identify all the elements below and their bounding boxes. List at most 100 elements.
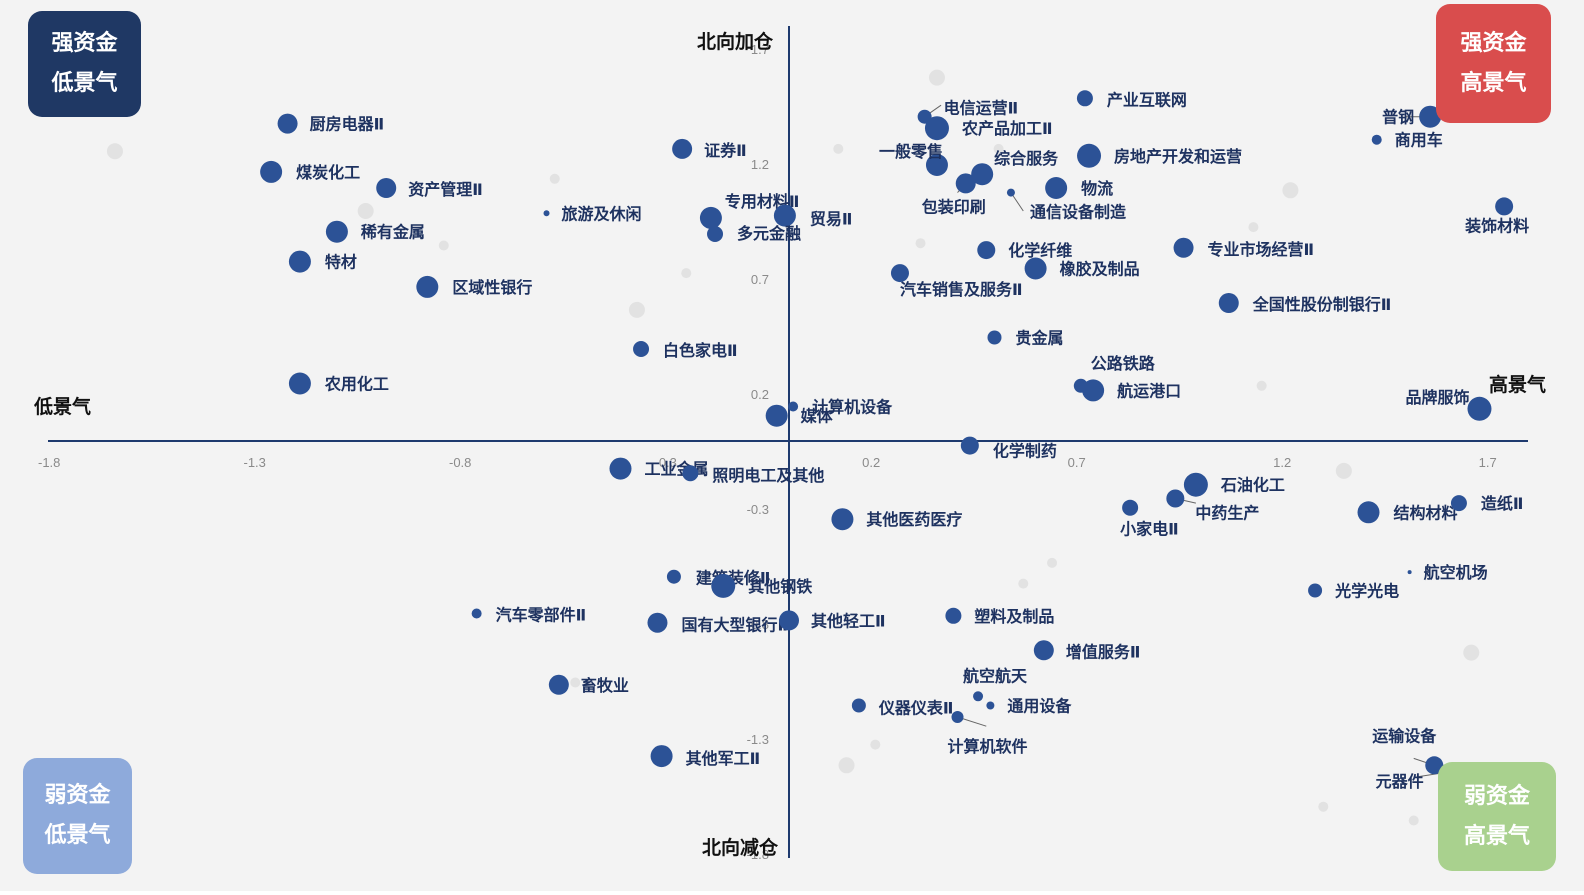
data-point <box>376 178 397 198</box>
quadrant-weak-high-line2: 高景气 <box>1463 823 1530 849</box>
data-label: 塑料及制品 <box>974 607 1054 626</box>
background-marker <box>915 238 926 249</box>
data-label: 综合服务 <box>994 149 1059 168</box>
background-marker <box>1047 557 1058 568</box>
background-marker <box>549 173 560 184</box>
background-marker <box>1248 222 1259 233</box>
data-point <box>1419 105 1442 128</box>
data-point <box>471 608 482 619</box>
data-point <box>672 138 693 159</box>
plot-background <box>4 0 1580 891</box>
y-tick-label: -1.8 <box>747 847 769 862</box>
data-point <box>1183 472 1208 497</box>
background-marker <box>1335 462 1352 479</box>
background-marker <box>106 143 123 160</box>
data-label: 计算机软件 <box>948 737 1028 756</box>
data-label: 畜牧业 <box>581 676 629 695</box>
data-label: 其他军工Ⅱ <box>686 749 761 768</box>
data-label: 包装印刷 <box>922 197 986 216</box>
data-point <box>955 173 976 194</box>
data-label: 贸易Ⅱ <box>810 210 853 229</box>
data-label: 专业市场经营Ⅱ <box>1208 240 1315 259</box>
background-marker <box>870 739 881 750</box>
data-label: 通用设备 <box>1007 697 1072 716</box>
data-label: 航空航天 <box>963 666 1028 685</box>
data-point <box>1308 583 1323 598</box>
data-label: 造纸Ⅱ <box>1481 494 1524 513</box>
data-label: 增值服务Ⅱ <box>1066 642 1141 661</box>
data-label: 中药生产 <box>1195 504 1259 523</box>
data-label: 证券Ⅱ <box>704 141 747 160</box>
data-point <box>1077 143 1102 168</box>
data-point <box>773 204 796 227</box>
data-point <box>548 674 569 695</box>
data-point <box>1122 499 1139 516</box>
data-point <box>682 465 699 482</box>
x-tick-label: 1.2 <box>1273 455 1291 470</box>
data-label: 电信运营Ⅱ <box>944 99 1019 118</box>
data-point <box>987 330 1002 345</box>
data-label: 区域性银行 <box>452 278 532 297</box>
background-marker <box>628 301 645 318</box>
data-point <box>277 113 298 134</box>
data-point <box>543 210 550 217</box>
data-point <box>960 436 979 455</box>
data-label: 汽车零部件Ⅱ <box>496 606 587 625</box>
quadrant-strong-high: 强资金 高景气 <box>1436 4 1551 123</box>
data-point <box>986 701 995 710</box>
quadrant-weak-low: 弱资金 低景气 <box>23 758 132 874</box>
data-point <box>1173 237 1194 258</box>
data-label: 旅游及休闲 <box>562 204 642 223</box>
data-point <box>977 241 996 260</box>
data-point <box>788 401 799 412</box>
data-label: 通信设备制造 <box>1030 203 1127 222</box>
data-label: 房地产开发和运营 <box>1114 147 1242 166</box>
x-tick-label: -0.3 <box>654 455 676 470</box>
data-label: 稀有金属 <box>361 223 425 242</box>
data-label: 农产品加工Ⅱ <box>961 119 1053 138</box>
data-label: 资产管理Ⅱ <box>408 180 483 199</box>
data-point <box>1357 501 1380 524</box>
data-point <box>765 404 788 427</box>
background-marker <box>1256 380 1267 391</box>
data-point <box>650 745 673 768</box>
background-marker <box>1018 578 1029 589</box>
data-label: 光学光电 <box>1334 582 1399 601</box>
data-label: 特材 <box>325 253 357 272</box>
data-point <box>647 612 668 633</box>
data-label: 贵金属 <box>1016 329 1064 348</box>
data-point <box>1467 396 1492 421</box>
quadrant-strong-high-line2: 高景气 <box>1460 70 1527 96</box>
data-label: 结构材料 <box>1393 503 1458 522</box>
data-label: 商用车 <box>1395 131 1443 150</box>
y-tick-label: -1.3 <box>747 732 769 747</box>
data-label: 小家电Ⅱ <box>1120 520 1179 539</box>
y-tick-label: -0.8 <box>747 617 769 632</box>
data-point <box>1371 134 1382 145</box>
x-tick-label: 0.7 <box>1068 455 1086 470</box>
data-label: 媒体 <box>801 407 834 426</box>
data-label: 化学纤维 <box>1008 241 1072 260</box>
background-marker <box>1408 815 1419 826</box>
axis-label-left: 低景气 <box>33 395 91 418</box>
background-marker <box>438 240 449 251</box>
data-label: 其他轻工Ⅱ <box>811 611 886 630</box>
data-label: 其他钢铁 <box>748 577 812 596</box>
data-point <box>260 160 283 183</box>
data-label: 白色家电Ⅱ <box>663 341 738 360</box>
data-point <box>633 341 650 357</box>
background-marker <box>357 203 374 219</box>
x-tick-label: -1.3 <box>243 455 265 470</box>
data-point <box>1082 379 1105 402</box>
data-point <box>925 154 948 176</box>
data-label: 产业互联网 <box>1107 90 1187 109</box>
x-tick-label: -0.8 <box>449 455 471 470</box>
data-point <box>1076 90 1093 107</box>
data-point <box>1006 188 1015 197</box>
x-tick-label: 0.2 <box>862 455 880 470</box>
data-point <box>288 372 311 395</box>
background-marker <box>833 143 844 154</box>
data-label: 农用化工 <box>324 375 389 394</box>
data-point <box>1045 177 1068 199</box>
